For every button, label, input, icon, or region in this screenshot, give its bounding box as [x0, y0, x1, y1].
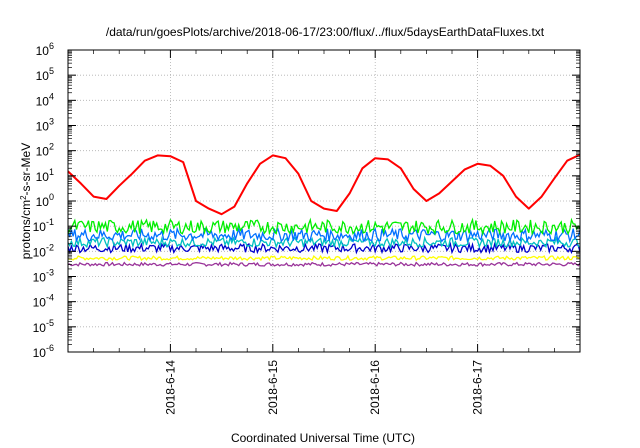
y-axis-label-rest: -s-sr-MeV — [19, 143, 33, 196]
y-tick-label: 10-6 — [33, 343, 54, 360]
grid-lines — [68, 50, 580, 352]
flux-band-line — [67, 226, 581, 244]
flux-band-line — [67, 217, 581, 237]
x-ticks: 2018-6-14 2018-6-15 2018-6-16 2018-6-17 — [93, 50, 555, 415]
proton-flux-line — [67, 153, 581, 216]
x-tick-label: 2018-6-14 — [163, 360, 177, 415]
flux-band-line — [67, 254, 581, 262]
y-tick-label: 10-3 — [33, 268, 54, 285]
y-ticks: 10-6 10-5 10-4 10-3 10-2 10-1 100 101 102 103 104 1… — [33, 41, 580, 360]
series-group — [67, 153, 581, 268]
y-axis-label-sup: 2 — [19, 195, 28, 200]
x-axis-label: Coordinated Universal Time (UTC) — [231, 431, 415, 445]
x-tick-label: 2018-6-15 — [266, 360, 280, 415]
y-tick-label: 103 — [36, 117, 54, 134]
y-tick-label: 104 — [36, 91, 54, 108]
y-tick-label: 106 — [36, 41, 54, 58]
x-tick-label: 2018-6-16 — [368, 360, 382, 415]
y-tick-label: 10-2 — [33, 242, 54, 259]
y-tick-label: 105 — [36, 66, 54, 83]
y-axis-label: protons/cm2-s-sr-MeV — [19, 143, 34, 259]
flux-band-line — [67, 261, 581, 268]
y-tick-label: 101 — [36, 167, 54, 184]
flux-band-line — [67, 235, 581, 249]
y-tick-label: 102 — [36, 142, 54, 159]
y-tick-label: 10-4 — [33, 293, 54, 310]
chart-title: /data/run/goesPlots/archive/2018-06-17/2… — [106, 25, 545, 39]
flux-band-line — [67, 241, 581, 255]
y-tick-label: 10-5 — [33, 318, 54, 335]
y-tick-label: 100 — [36, 192, 54, 209]
y-tick-label: 10-1 — [33, 217, 54, 234]
x-tick-label: 2018-6-17 — [471, 360, 485, 415]
y-axis-label-main: protons/cm — [19, 200, 33, 259]
